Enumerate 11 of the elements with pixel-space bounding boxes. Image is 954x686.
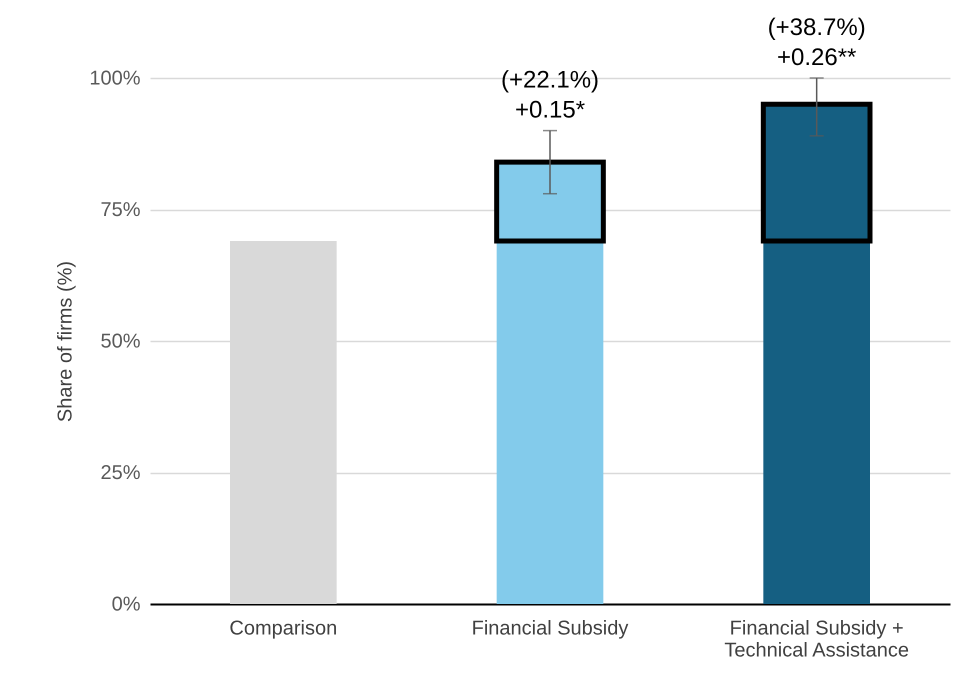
y-tick-label: 75% [100,199,141,221]
annotation: (+38.7%) +0.26** [768,14,866,71]
y-axis-title: Share of firms (%) [54,260,76,422]
y-tick-label: 0% [112,594,141,616]
x-tick-label: Financial Subsidy [472,618,628,640]
x-tick-label: Financial Subsidy + Technical Assistance [724,618,909,662]
y-tick-label: 100% [89,68,141,90]
x-tick-label: Comparison [229,618,338,640]
annotation: (+22.1%) +0.15* [500,66,600,124]
y-tick-label: 25% [100,462,141,484]
y-tick-label: 50% [100,330,141,352]
